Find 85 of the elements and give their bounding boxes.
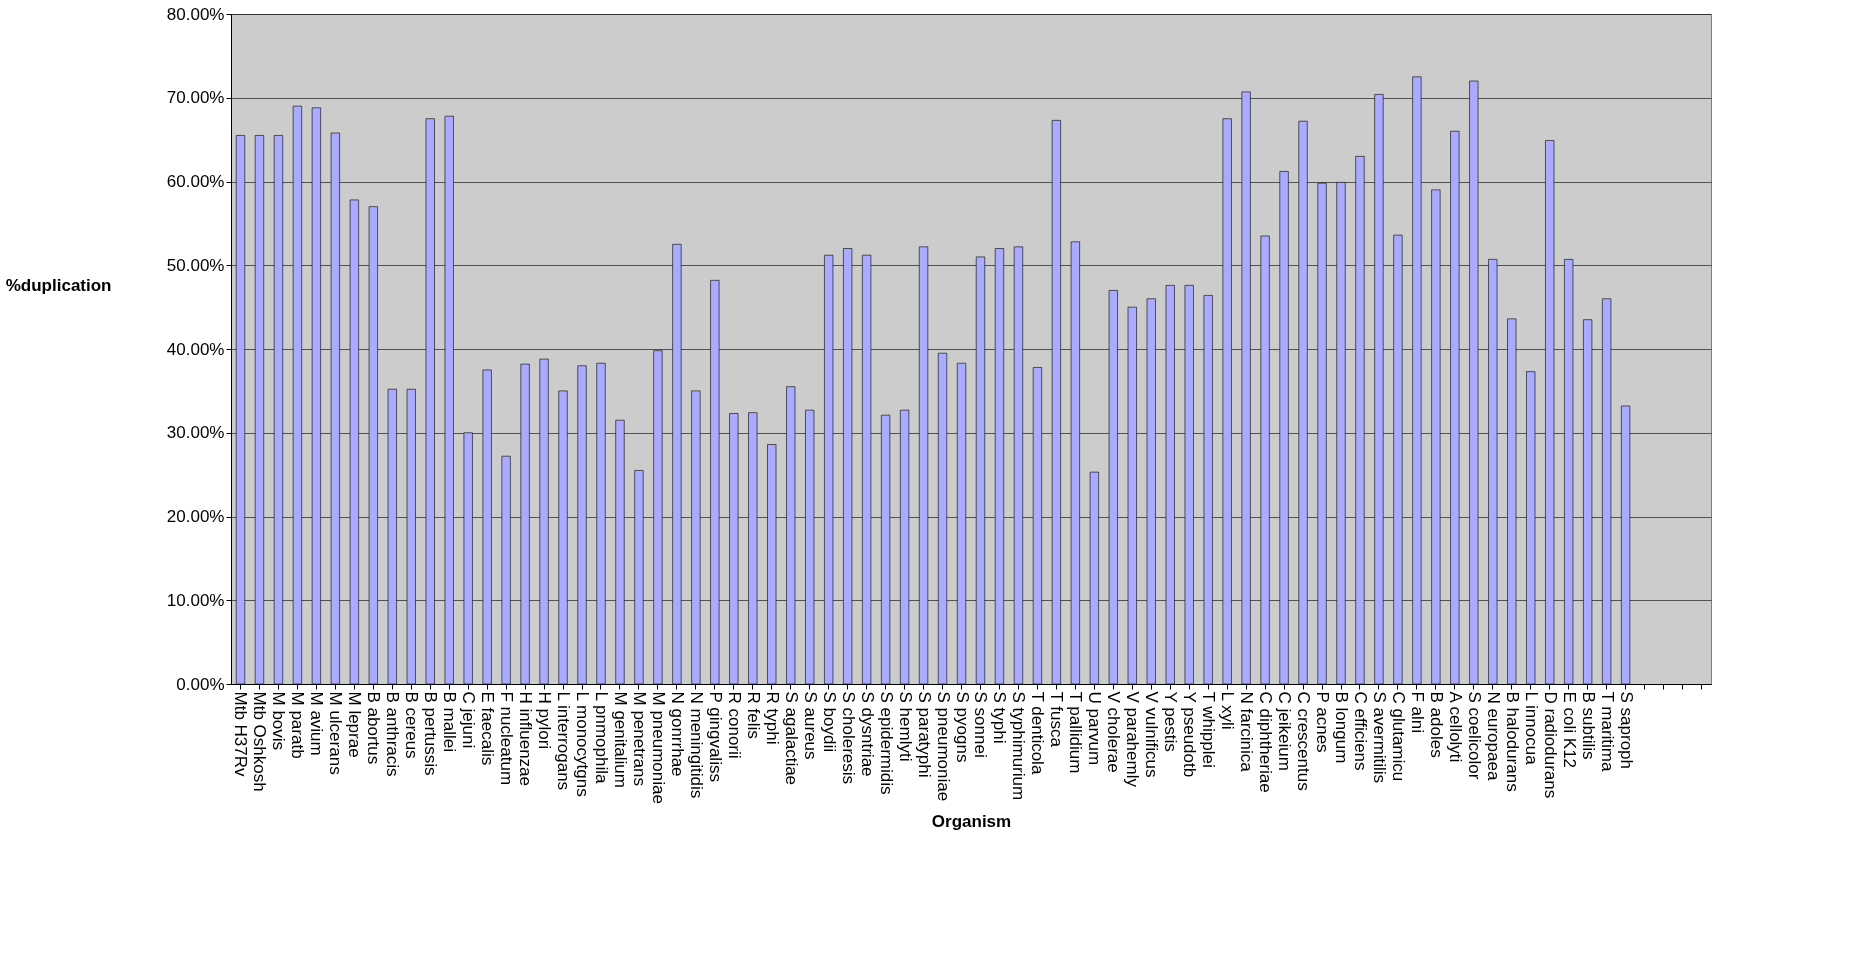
y-tick-label: 30.00%: [166, 423, 225, 443]
x-tick-label: B longum: [1332, 691, 1351, 764]
y-tick-label: 20.00%: [166, 507, 225, 526]
x-tick-label: Mtb Oshkosh: [250, 691, 270, 792]
y-tick-label: 50.00%: [166, 255, 225, 275]
x-tick-label: N meningitidis: [686, 691, 706, 799]
x-tick-label: S pyogns: [952, 691, 972, 763]
y-tick-label: 80.00%: [166, 4, 225, 24]
x-tick-label: R conorii: [724, 691, 744, 759]
x-tick-label: B cereus: [402, 691, 422, 759]
x-tick-label: C jejuni: [459, 691, 479, 749]
x-tick-label: Mtb H37Rv: [231, 691, 251, 778]
x-tick-label: V parahemly: [1123, 691, 1143, 788]
x-tick-label: H pylori: [535, 691, 555, 750]
x-tick-label: T maritima: [1597, 691, 1617, 773]
x-tick-label: B halodurans: [1502, 691, 1522, 792]
x-tick-label: D radiodurans: [1540, 691, 1560, 799]
x-tick-label: B adoles: [1426, 691, 1446, 758]
x-tick-label: U parvum: [1085, 691, 1105, 766]
x-tick-label: S coelicolor: [1464, 691, 1484, 780]
x-tick-label: P gingvaliss: [705, 691, 725, 782]
y-axis-title: %duplication: [5, 275, 112, 295]
x-tick-label: C crescentus: [1294, 691, 1314, 791]
y-tick-label: 0.00%: [176, 674, 225, 694]
x-tick-label: L pnmophila: [592, 691, 611, 785]
x-tick-label: Y pseudotb: [1180, 691, 1200, 778]
x-tick-label: L innocua: [1521, 691, 1541, 766]
x-tick-label: S sonnei: [971, 691, 991, 758]
y-tick-label: 60.00%: [166, 172, 225, 191]
x-tick-label: S typhimurium: [1009, 691, 1029, 801]
x-tick-label: B mallei: [440, 691, 460, 752]
x-tick-label: H influenzae: [516, 691, 536, 787]
x-tick-label: F alni: [1407, 691, 1427, 734]
x-tick-label: E coli K12: [1559, 691, 1579, 769]
x-tick-label: L interrogans: [554, 691, 574, 791]
x-tick-label: C efficiens: [1350, 691, 1370, 771]
x-tick-label: V cholerae: [1104, 691, 1124, 773]
x-tick-label: C glutamicu: [1388, 691, 1408, 782]
x-tick-label: S agalactiae: [781, 691, 801, 786]
x-tick-label: S saproph: [1616, 691, 1636, 769]
x-tick-label: N farcinica: [1237, 691, 1257, 773]
x-tick-label: M ulcerans: [326, 691, 346, 775]
x-tick-label: C diphtheriae: [1256, 691, 1276, 793]
x-tick-label: S avermitilis: [1369, 691, 1389, 784]
x-tick-label: T fusca: [1047, 691, 1067, 748]
x-tick-label: S paratyphi: [914, 691, 934, 778]
x-tick-label: T pallidium: [1066, 691, 1086, 774]
x-tick-label: L xyli: [1218, 691, 1238, 730]
x-tick-label: S epidermidis: [876, 691, 896, 795]
x-tick-label: M pneumoniae: [648, 691, 668, 804]
x-tick-label: B pertussis: [421, 691, 441, 776]
x-tick-label: L monocytgns: [573, 691, 593, 797]
x-tick-label: A cellolyti: [1445, 691, 1465, 763]
x-tick-label: C jeikeium: [1275, 691, 1295, 771]
x-tick-label: M leprae: [345, 691, 365, 758]
x-tick-label: S pneumoniae: [933, 691, 953, 802]
x-tick-label: S boydii: [819, 691, 839, 752]
x-tick-label: M genitalium: [610, 691, 630, 788]
y-tick-label: 70.00%: [166, 88, 225, 108]
y-tick-label: 10.00%: [166, 590, 225, 610]
x-tick-label: S typhi: [990, 691, 1010, 744]
x-tick-label: S aureus: [800, 691, 820, 760]
x-tick-label: N europaea: [1483, 691, 1503, 781]
x-axis-title: Organism: [931, 811, 1012, 831]
x-tick-label: S dysntriae: [857, 691, 877, 777]
x-tick-label: S hemlyti: [895, 691, 915, 762]
x-tick-label: S choleresis: [838, 691, 858, 785]
x-tick-label: B abortus: [364, 691, 384, 765]
y-tick-label: 40.00%: [166, 339, 225, 359]
x-tick-label: Y pestis: [1161, 691, 1181, 752]
x-tick-label: M paratb: [288, 691, 308, 759]
x-tick-label: R felis: [743, 691, 763, 739]
x-tick-label: M avium: [307, 691, 327, 756]
x-tick-label: T denticola: [1028, 691, 1048, 775]
x-tick-label: V vulnificus: [1142, 691, 1162, 778]
x-tick-label: B subtilis: [1578, 691, 1598, 760]
x-tick-label: B anthracis: [383, 691, 403, 777]
x-tick-label: M bovis: [269, 691, 289, 751]
x-tick-label: R typhi: [762, 691, 782, 745]
x-tick-label: P acnes: [1313, 691, 1333, 753]
x-tick-label: M penetrans: [629, 691, 649, 786]
x-tick-label: E faecalis: [478, 691, 498, 766]
x-tick-label: N gonrrhae: [667, 691, 687, 777]
x-tick-label: T whipplei: [1199, 691, 1219, 768]
x-tick-label: F nucleatum: [497, 691, 517, 786]
